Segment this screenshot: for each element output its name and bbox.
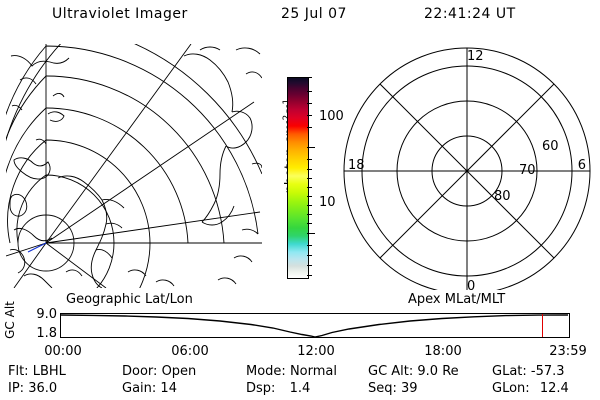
time-axis: 00:00 06:00 12:00 18:00 23:59 [0, 344, 600, 362]
gc-alt-trace-svg [61, 314, 569, 337]
status-glat-value: -57.3 [530, 364, 565, 379]
status-glat: GLat: -57.3 [492, 364, 565, 379]
gc-altitude-plot: GC Alt 9.0 1.8 [0, 301, 600, 343]
gc-alt-axis-label: GC Alt [3, 301, 17, 339]
mlat-label-60: 60 [542, 139, 559, 154]
status-ip-key: IP: [8, 381, 25, 396]
time-tick-2: 12:00 [297, 344, 335, 359]
status-dsp: Dsp: 1.4 [246, 381, 310, 396]
status-seq-key: Seq: [368, 381, 397, 396]
status-filter-key: Flt: [8, 364, 29, 379]
status-ip-value: 36.0 [28, 381, 58, 396]
mlt-label-18: 18 [348, 158, 365, 173]
mlat-label-80: 80 [494, 189, 511, 204]
header: Ultraviolet Imager 25 Jul 07 22:41:24 UT [0, 6, 600, 28]
gc-alt-curve [61, 314, 569, 337]
colorbar: photon cm-2s-1 100 10 [265, 46, 345, 294]
status-gc-alt-key: GC Alt: [368, 364, 414, 379]
status-filter-value: LBHL [32, 364, 66, 379]
instrument-title: Ultraviolet Imager [52, 6, 188, 22]
geographic-image-panel [6, 44, 262, 288]
colorbar-tick-label-100: 100 [319, 109, 344, 124]
status-door-key: Door: [122, 364, 158, 379]
observation-time: 22:41:24 UT [424, 6, 516, 22]
status-mode-key: Mode: [246, 364, 286, 379]
status-dsp-key: Dsp: [246, 381, 276, 396]
gc-alt-plot-frame [60, 313, 570, 338]
status-footer: Flt: LBHL Door: Open Mode: Normal GC Alt… [0, 364, 600, 398]
status-seq-value: 39 [401, 381, 418, 396]
status-mode-value: Normal [289, 364, 337, 379]
colorbar-ticks [307, 77, 337, 279]
status-dsp-value: 1.4 [289, 381, 311, 396]
status-gc-alt: GC Alt: 9.0 Re [368, 364, 459, 379]
status-gain-key: Gain: [122, 381, 157, 396]
status-gc-alt-value: 9.0 Re [417, 364, 459, 379]
mlt-polar-grid-svg: 12 18 6 0 60 70 80 [343, 47, 591, 290]
mlt-label-12: 12 [467, 49, 484, 64]
observation-date: 25 Jul 07 [281, 6, 347, 22]
time-tick-3: 18:00 [424, 344, 462, 359]
mlat-label-70: 70 [519, 163, 536, 178]
status-glon-value: 12.4 [539, 381, 569, 396]
current-time-marker [542, 314, 543, 337]
status-door-value: Open [161, 364, 197, 379]
left-panel-title: Geographic Lat/Lon [66, 292, 193, 307]
colorbar-tick-label-10: 10 [319, 195, 336, 210]
time-tick-0: 00:00 [44, 344, 82, 359]
mlt-label-0: 0 [467, 279, 475, 290]
time-tick-4: 23:59 [549, 344, 587, 359]
status-gain: Gain: 14 [122, 381, 177, 396]
terminator-marker [27, 242, 47, 253]
mlt-label-6: 6 [578, 158, 586, 173]
status-glon: GLon: 12.4 [492, 381, 569, 396]
geographic-map-svg [6, 44, 262, 288]
status-gain-value: 14 [160, 381, 177, 396]
time-tick-1: 06:00 [171, 344, 209, 359]
status-ip: IP: 36.0 [8, 381, 57, 396]
status-seq: Seq: 39 [368, 381, 418, 396]
gc-alt-tick-low: 1.8 [36, 326, 57, 341]
gc-alt-tick-high: 9.0 [36, 307, 57, 322]
status-filter: Flt: LBHL [8, 364, 66, 379]
status-mode: Mode: Normal [246, 364, 337, 379]
colorbar-gradient [287, 77, 309, 279]
status-glon-key: GLon: [492, 381, 530, 396]
apex-mlat-mlt-panel: 12 18 6 0 60 70 80 [334, 40, 600, 290]
status-glat-key: GLat: [492, 364, 527, 379]
status-door: Door: Open [122, 364, 196, 379]
right-panel-title: Apex MLat/MLT [408, 292, 506, 307]
